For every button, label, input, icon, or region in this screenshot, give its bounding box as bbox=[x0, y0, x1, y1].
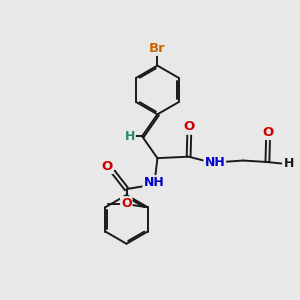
Text: O: O bbox=[262, 126, 274, 139]
Text: H: H bbox=[284, 157, 294, 170]
Text: O: O bbox=[184, 120, 195, 134]
Text: O: O bbox=[102, 160, 113, 173]
Text: O: O bbox=[121, 197, 131, 210]
Text: Br: Br bbox=[149, 42, 166, 55]
Text: NH: NH bbox=[143, 176, 164, 189]
Text: NH: NH bbox=[204, 155, 225, 169]
Text: H: H bbox=[124, 130, 135, 143]
